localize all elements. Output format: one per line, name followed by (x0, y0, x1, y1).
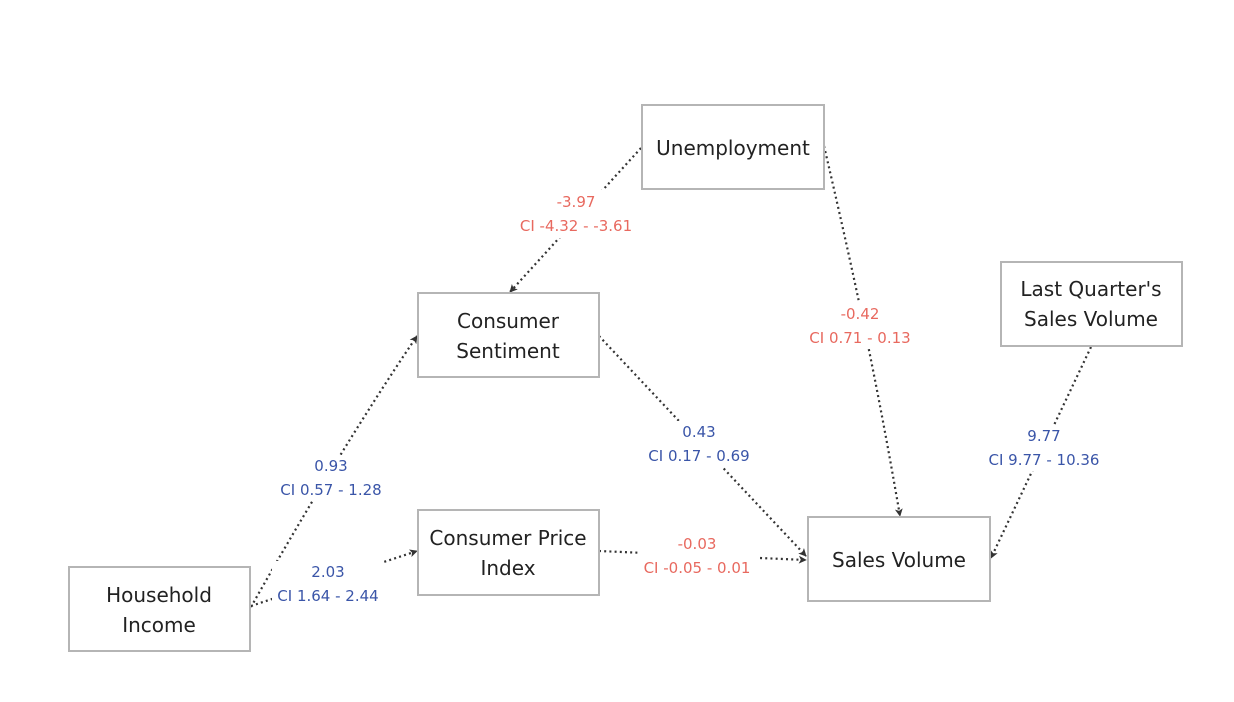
label-household-income-to-consumer-sentiment: 0.93 CI 0.57 - 1.28 (276, 455, 386, 501)
edge-household-income-to-cpi (250, 549, 418, 608)
confidence-interval: CI 0.17 - 0.69 (648, 447, 749, 465)
coefficient-value: 2.03 (311, 563, 344, 581)
coefficient-value: 0.93 (314, 457, 347, 475)
node-label-line-2: Income (122, 613, 196, 637)
label-last-quarter-to-sales-volume: 9.77 CI 9.77 - 10.36 (984, 425, 1108, 471)
node-label-line-1: Consumer Price (429, 526, 586, 550)
confidence-interval: CI -4.32 - -3.61 (520, 217, 632, 235)
coefficient-value: -0.42 (841, 305, 880, 323)
label-cpi-to-sales-volume: -0.03 CI -0.05 - 0.01 (638, 533, 758, 579)
node-consumer-sentiment[interactable]: Consumer Sentiment (417, 292, 600, 378)
node-label-line-2: Sales Volume (1024, 307, 1158, 331)
node-unemployment[interactable]: Unemployment (641, 104, 825, 190)
node-household-income[interactable]: Household Income (68, 566, 251, 652)
label-household-income-to-cpi: 2.03 CI 1.64 - 2.44 (272, 561, 384, 607)
node-label: Sales Volume (832, 548, 966, 572)
node-sales-volume[interactable]: Sales Volume (807, 516, 991, 602)
coefficient-value: 9.77 (1027, 427, 1060, 445)
node-label: Unemployment (656, 136, 810, 160)
coefficient-value: 0.43 (682, 423, 715, 441)
edge-labels: -3.97 CI -4.32 - -3.61 -0.42 CI 0.71 - 0… (272, 190, 1108, 607)
confidence-interval: CI 0.57 - 1.28 (280, 481, 381, 499)
node-label-line-1: Household (106, 583, 212, 607)
node-label-line-1: Consumer (457, 309, 560, 333)
label-unemployment-to-sales-volume: -0.42 CI 0.71 - 0.13 (805, 303, 915, 349)
edge-cpi-to-sales-volume (598, 549, 807, 564)
coefficient-value: -0.03 (678, 535, 717, 553)
confidence-interval: CI 0.71 - 0.13 (809, 329, 910, 347)
nodes: Unemployment Consumer Sentiment Last Qua… (68, 104, 1183, 652)
confidence-interval: CI 9.77 - 10.36 (989, 451, 1100, 469)
node-consumer-price-index[interactable]: Consumer Price Index (417, 509, 600, 596)
coefficient-value: -3.97 (557, 193, 596, 211)
label-unemployment-to-consumer-sentiment: -3.97 CI -4.32 - -3.61 (514, 190, 638, 238)
node-label-line-1: Last Quarter's (1020, 277, 1161, 301)
label-consumer-sentiment-to-sales-volume: 0.43 CI 0.17 - 0.69 (645, 421, 755, 467)
confidence-interval: CI -0.05 - 0.01 (644, 559, 751, 577)
node-label-line-2: Index (480, 556, 535, 580)
confidence-interval: CI 1.64 - 2.44 (277, 587, 378, 605)
node-label-line-2: Sentiment (456, 339, 560, 363)
node-last-quarter-sales-volume[interactable]: Last Quarter's Sales Volume (1000, 261, 1183, 347)
edge-unemployment-to-consumer-sentiment (509, 147, 642, 293)
